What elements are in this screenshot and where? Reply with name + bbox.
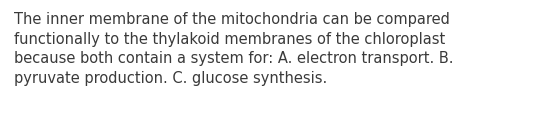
Text: The inner membrane of the mitochondria can be compared
functionally to the thyla: The inner membrane of the mitochondria c… — [14, 12, 454, 86]
